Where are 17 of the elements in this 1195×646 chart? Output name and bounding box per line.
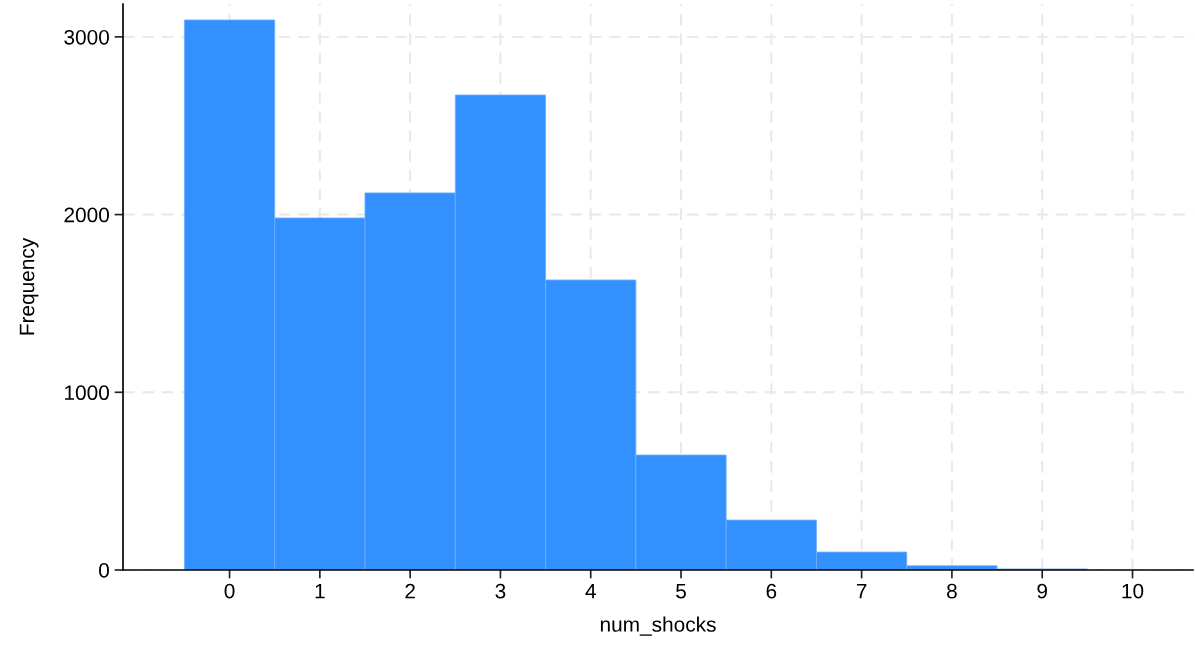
x-tick-label: 6 [766, 583, 777, 599]
x-tick-label: 1 [315, 583, 325, 599]
y-tick-label: 3000 [64, 29, 109, 45]
x-tick-label: 10 [1122, 583, 1144, 599]
x-tick-label: 4 [585, 583, 596, 599]
x-tick-label: 2 [405, 583, 415, 599]
x-tick-label: 9 [1037, 583, 1048, 599]
x-tick-label: 5 [676, 583, 686, 599]
x-tick-label: 7 [856, 583, 867, 599]
x-axis-title: num_shocks [600, 616, 716, 636]
y-tick-label: 1000 [65, 385, 109, 401]
y-axis-title: Frequency [19, 237, 39, 335]
y-tick-label: 0 [99, 563, 109, 578]
x-tick-label: 8 [947, 583, 957, 599]
x-tick-label: 0 [224, 583, 235, 599]
x-tick-label: 3 [495, 583, 506, 599]
y-tick-label: 2000 [64, 207, 109, 223]
